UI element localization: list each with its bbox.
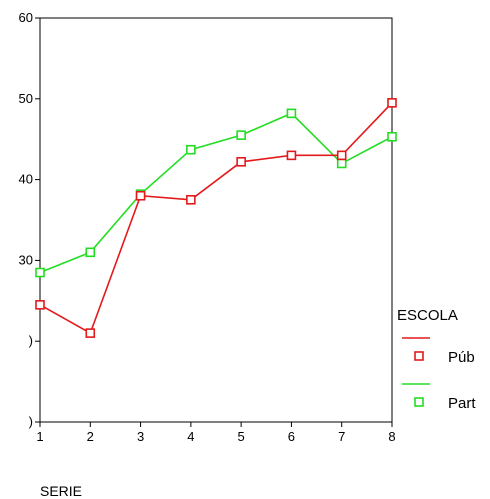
x-axis-label: SERIE: [40, 483, 82, 499]
legend-item-part: Part: [402, 383, 476, 412]
x-tick-label: 8: [388, 429, 395, 444]
data-point: [186, 144, 196, 155]
x-tick-label: 3: [137, 429, 144, 444]
x-tick-label: 1: [36, 429, 43, 444]
y-tick-label: 30: [19, 252, 33, 267]
data-point: [387, 131, 397, 142]
y-tick-label: 60: [19, 10, 33, 25]
x-tick-label: 6: [288, 429, 295, 444]
legend-marker: [414, 397, 424, 407]
data-point: [387, 98, 397, 108]
y-tick-label: 40: [19, 172, 33, 187]
x-axis: 1 2 3 4 5 6 7 8: [36, 422, 396, 444]
plot-frame: [39, 17, 393, 423]
data-point: [336, 158, 347, 169]
legend-marker: [414, 351, 424, 361]
legend-label: Púb: [448, 349, 475, 366]
data-point: [286, 150, 297, 161]
x-tick-label: 2: [87, 429, 94, 444]
x-tick-label: 5: [238, 429, 245, 444]
data-point: [135, 190, 146, 201]
data-point: [85, 247, 96, 258]
legend-label: Part: [448, 395, 476, 412]
data-point: [85, 328, 96, 338]
y-tick-label: ): [29, 333, 33, 348]
legend: ESCOLA Púb Part: [397, 307, 476, 412]
x-tick-label: 7: [338, 429, 345, 444]
y-tick-label: ): [29, 414, 33, 429]
series-layer: [35, 98, 397, 338]
data-point: [35, 300, 45, 310]
data-point: [236, 130, 246, 140]
legend-item-pub: Púb: [402, 337, 475, 366]
y-tick-label: 50: [19, 91, 33, 106]
data-point: [336, 150, 347, 161]
series-pub: [35, 98, 397, 338]
data-point: [236, 157, 246, 167]
data-point: [35, 267, 45, 278]
series-part: [35, 108, 397, 278]
x-tick-label: 4: [187, 429, 194, 444]
data-point: [186, 195, 196, 205]
y-axis: )) 30 40 50 60: [19, 10, 40, 429]
legend-title: ESCOLA: [397, 307, 458, 324]
data-point: [286, 108, 297, 119]
series-line: [39, 102, 393, 335]
